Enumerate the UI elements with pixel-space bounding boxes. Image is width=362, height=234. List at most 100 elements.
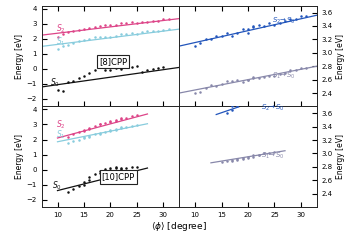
Point [76,138,81,141]
Point [97,122,103,126]
Point [155,19,161,23]
Point [282,71,288,75]
Point [229,160,235,163]
Point [81,183,87,186]
Point [55,88,60,92]
Point [92,36,97,39]
Point [303,66,309,69]
Point [150,29,156,33]
Point [229,34,235,38]
Point [65,135,71,138]
Point [97,66,103,69]
Point [245,97,251,100]
Point [139,20,145,23]
Point [144,21,150,24]
Point [208,83,214,87]
Point [287,17,293,21]
Point [251,155,256,159]
Text: $S_0$: $S_0$ [52,180,62,192]
Point [76,28,81,32]
Point [129,165,134,169]
Point [118,21,124,25]
Point [229,105,235,108]
Point [108,66,113,69]
Point [245,99,251,103]
Point [134,165,140,169]
Point [113,118,119,122]
Point [144,29,150,33]
Point [108,120,113,124]
Point [97,123,103,126]
Point [240,101,245,105]
Point [113,119,119,123]
Point [60,44,66,48]
Point [118,64,124,68]
Text: $S_2$: $S_2$ [56,119,66,132]
Point [87,127,92,131]
Point [139,70,145,74]
Point [272,74,277,78]
Text: $S_1$: $S_1$ [56,128,66,140]
Point [166,27,172,31]
Point [213,34,219,38]
Point [118,117,124,121]
Text: $S_1\!\rightarrow\!S_0$: $S_1\!\rightarrow\!S_0$ [261,150,285,161]
Point [102,69,108,72]
Point [60,33,66,36]
Point [245,31,251,35]
Point [251,26,256,29]
Point [144,69,150,72]
Point [102,130,108,134]
Point [87,134,92,138]
Point [129,31,134,35]
Point [65,30,71,34]
Point [108,35,113,39]
Point [192,44,198,48]
Point [108,129,113,133]
Point [272,23,277,26]
Text: [8]CPP: [8]CPP [99,57,127,66]
Point [92,124,97,128]
Point [251,98,256,102]
Point [208,37,214,41]
Point [219,34,224,38]
Point [256,97,261,100]
Point [240,80,245,84]
Point [81,180,87,183]
Point [261,75,267,79]
Point [87,135,92,138]
Point [97,132,103,135]
Point [235,78,240,81]
Point [123,166,129,170]
Point [197,41,203,45]
Point [92,25,97,29]
Point [240,99,245,103]
Text: $S_0$: $S_0$ [50,76,59,89]
Y-axis label: Energy [eV]: Energy [eV] [336,134,345,179]
Text: $S_1$: $S_1$ [56,36,66,48]
Point [272,91,277,95]
Point [92,172,97,176]
Point [245,78,251,81]
Point [240,157,245,161]
Point [166,17,172,21]
Point [87,178,92,182]
Point [55,36,60,39]
Point [81,129,87,132]
Point [150,19,156,23]
Y-axis label: Energy [eV]: Energy [eV] [14,134,24,179]
Point [71,132,76,136]
Point [87,26,92,29]
Point [266,92,272,96]
Point [245,78,251,81]
Point [65,43,71,47]
Point [81,136,87,140]
Text: $S_2\!\rightarrow\!S_0$: $S_2\!\rightarrow\!S_0$ [261,103,285,113]
Point [245,156,251,160]
Point [261,152,267,155]
Point [197,90,203,94]
Text: $S_2$: $S_2$ [56,23,66,35]
Point [224,79,230,83]
Point [134,64,140,68]
Point [76,39,81,43]
